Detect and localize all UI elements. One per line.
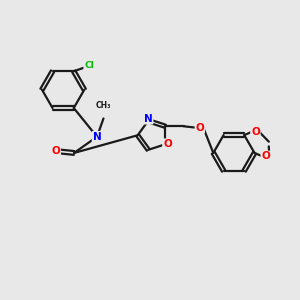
Text: O: O [195,123,204,133]
Text: N: N [93,132,101,142]
Text: O: O [51,146,60,157]
Text: CH₃: CH₃ [95,101,111,110]
Text: N: N [144,114,153,124]
Text: Cl: Cl [84,61,94,70]
Text: O: O [261,152,270,161]
Text: O: O [251,127,260,136]
Text: O: O [163,139,172,149]
